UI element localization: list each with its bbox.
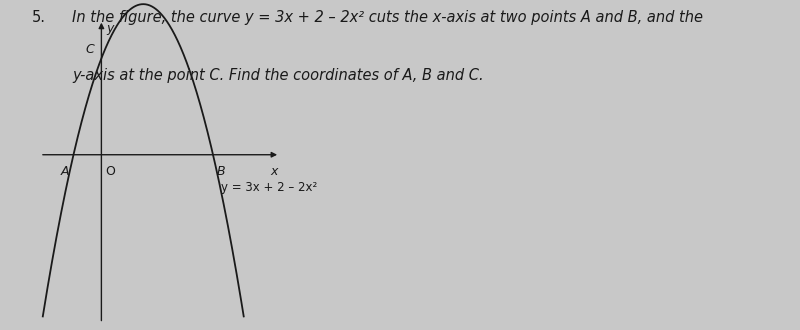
Text: A: A bbox=[61, 165, 70, 178]
Text: In the figure, the curve y = 3x + 2 – 2x² cuts the x-axis at two points A and B,: In the figure, the curve y = 3x + 2 – 2x… bbox=[72, 10, 703, 25]
Text: x: x bbox=[270, 165, 278, 178]
Text: y = 3x + 2 – 2x²: y = 3x + 2 – 2x² bbox=[222, 181, 318, 194]
Text: 5.: 5. bbox=[32, 10, 46, 25]
Text: C: C bbox=[86, 43, 94, 56]
Text: y: y bbox=[106, 22, 114, 35]
Text: y-axis at the point C. Find the coordinates of A, B and C.: y-axis at the point C. Find the coordina… bbox=[72, 68, 484, 82]
Text: B: B bbox=[216, 165, 225, 178]
Text: O: O bbox=[106, 165, 115, 178]
